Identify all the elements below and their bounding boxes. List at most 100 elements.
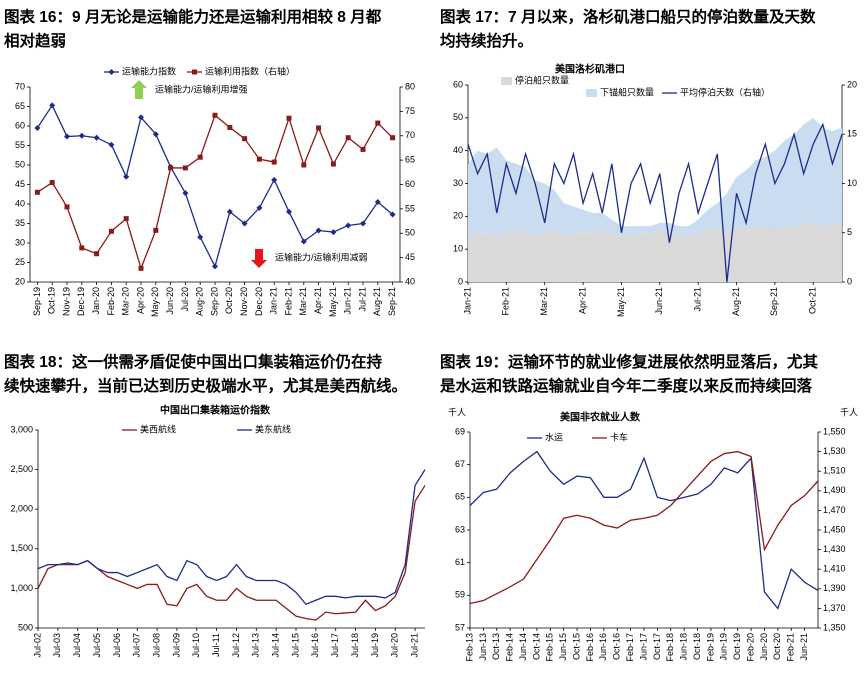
x-tick-label: May-21 [616, 287, 626, 317]
y-tick-label: 63 [455, 524, 465, 534]
point [64, 204, 70, 210]
point [49, 180, 55, 186]
y-tick-label: 65 [15, 101, 25, 111]
x-tick-label: Jun-21 [654, 287, 664, 315]
y2-tick-label: 1,390 [823, 583, 846, 593]
x-tick-label: Mar-21 [298, 287, 308, 316]
point [108, 228, 114, 234]
x-tick-label: Sep-21 [769, 287, 779, 316]
point [241, 220, 248, 227]
x-tick-label: Jul-07 [132, 633, 142, 658]
y2-tick-label: 1,470 [823, 505, 846, 515]
x-tick-label: Jul-03 [52, 633, 62, 658]
y2-tick-label: 1,350 [823, 622, 846, 632]
x-tick-label: Mar-20 [121, 287, 131, 316]
point [271, 159, 277, 165]
legend-label: 停泊船只数量 [515, 74, 569, 85]
point [360, 146, 366, 152]
panel-heading: 是水运和铁路运输就业自今年二季度以来反而持续回落 [439, 376, 813, 395]
x-tick-label: Jul-05 [92, 633, 102, 658]
y2-tick-label: 45 [405, 252, 415, 262]
x-tick-label: Feb-15 [545, 633, 555, 662]
y-tick-label: 55 [15, 140, 25, 150]
x-tick-label: Oct-21 [808, 287, 818, 314]
panel-heading: 图表 17：7 月以来，洛杉矶港口船只的停泊数量及天数 [440, 7, 816, 26]
x-tick-label: Jul-10 [191, 633, 201, 658]
x-tick-label: Oct-20 [772, 633, 782, 660]
point [330, 229, 337, 236]
y2-tick-label: 1,430 [823, 544, 846, 554]
x-tick-label: Jun-20 [165, 287, 175, 315]
x-tick-label: Jan-21 [269, 287, 279, 315]
y2-tick-label: 40 [405, 276, 415, 286]
x-tick-label: Feb-17 [625, 633, 635, 662]
x-tick-label: Jul-19 [370, 633, 380, 658]
y-tick-label: 10 [453, 244, 463, 254]
legend-label: 水运 [545, 431, 563, 442]
y-tick-label: 60 [15, 120, 25, 130]
x-tick-label: Feb-21 [786, 633, 796, 662]
y-tick-label: 69 [455, 426, 465, 436]
y-tick-label: 45 [15, 179, 25, 189]
area [468, 222, 842, 282]
x-tick-label: Aug-20 [195, 287, 205, 316]
x-tick-label: Dec-19 [76, 287, 86, 316]
x-tick-label: Nov-20 [239, 287, 249, 316]
x-tick-label: Jul-13 [251, 633, 261, 658]
x-tick-label: Jul-20 [390, 633, 400, 658]
point [49, 102, 56, 109]
point [182, 190, 189, 197]
x-tick-label: Dec-20 [254, 287, 264, 316]
x-tick-label: Jul-04 [72, 633, 82, 658]
legend-swatch [501, 77, 512, 85]
x-tick-label: Mar-21 [539, 287, 549, 316]
legend-label: 卡车 [610, 431, 628, 442]
y2-tick-label: 10 [847, 178, 857, 188]
y2-tick-label: 20 [847, 79, 857, 89]
x-tick-label: Feb-21 [501, 287, 511, 316]
line [469, 450, 819, 610]
point [138, 114, 144, 121]
y2-tick-label: 65 [405, 155, 415, 165]
y2-tick-label: 50 [405, 228, 415, 238]
x-tick-label: Feb-20 [106, 287, 116, 316]
y2-tick-label: 1,410 [823, 564, 846, 574]
x-tick-label: Jul-20 [180, 287, 190, 312]
annotation: 运输能力/运输利用减弱 [275, 251, 368, 262]
y2-tick-label: 1,550 [823, 426, 846, 436]
point [301, 162, 307, 168]
x-tick-label: Oct-17 [652, 633, 662, 660]
point [286, 208, 292, 215]
x-tick-label: Jan-21 [462, 287, 472, 315]
point [138, 265, 144, 271]
y2-tick-label: 60 [405, 179, 415, 189]
y2-tick-label: 0 [847, 276, 852, 286]
x-tick-label: Jul-06 [112, 633, 122, 658]
x-tick-label: Jul-08 [151, 633, 161, 658]
y2-tick-label: 5 [847, 227, 852, 237]
point [389, 211, 396, 218]
point [182, 165, 188, 171]
x-tick-label: Jun-15 [558, 633, 568, 661]
panel-heading: 图表 19：运输环节的就业修复进展依然明显落后，尤其 [440, 352, 819, 371]
x-tick-label: Apr-20 [135, 287, 145, 314]
area [468, 117, 842, 237]
x-tick-label: Jul-21 [409, 633, 419, 658]
y-tick-label: 57 [455, 622, 465, 632]
point [123, 173, 130, 180]
point [212, 112, 218, 118]
x-tick-label: May-21 [328, 287, 338, 317]
point [197, 154, 203, 160]
legend-label: 美西航线 [140, 423, 176, 434]
x-tick-label: Feb-18 [665, 633, 675, 662]
x-tick-label: Jul-17 [330, 633, 340, 658]
x-tick-label: Jul-12 [231, 633, 241, 658]
chart-title: 美国非农就业人数 [560, 411, 641, 424]
x-tick-label: Jun-16 [598, 633, 608, 661]
line [37, 114, 394, 271]
x-tick-label: Jul-02 [32, 633, 42, 658]
y-tick-label: 2,500 [10, 464, 33, 474]
x-tick-label: Feb-16 [585, 633, 595, 662]
chart-title: 中国出口集装箱运价指数 [160, 404, 271, 417]
panel-heading: 图表 18：这一供需矛盾促使中国出口集装箱运价仍在持 [4, 352, 383, 371]
